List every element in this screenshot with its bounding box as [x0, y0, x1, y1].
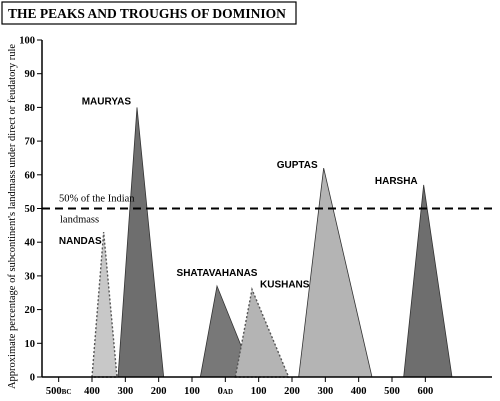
y-tick-label: 50	[25, 204, 36, 215]
peak-label-shatavahanas: SHATAVAHANAS	[177, 268, 258, 279]
peak-label-guptas: GUPTAS	[277, 160, 318, 171]
x-tick-label: 300	[117, 386, 133, 397]
x-tick-label: 200	[151, 386, 167, 397]
peak-guptas	[298, 167, 373, 378]
reference-label-line1: 50% of the Indian	[59, 194, 135, 205]
peak-label-mauryas: MAURYAS	[82, 96, 132, 107]
x-tick-label: 0AD	[218, 386, 233, 397]
y-tick-label: 20	[25, 305, 36, 316]
y-tick-label: 80	[25, 103, 36, 114]
x-ticks: 500BC 400 300 200 100 0AD 100 200 300 400 500 600	[46, 377, 433, 397]
x-tick-label: 200	[284, 386, 300, 397]
x-tick-label: 400	[84, 386, 100, 397]
reference-label-line2: landmass	[60, 215, 99, 226]
peak-nandas	[91, 232, 118, 378]
y-tick-label: 0	[30, 373, 35, 384]
x-tick-label: 100	[251, 386, 267, 397]
y-tick-label: 90	[25, 69, 36, 80]
y-tick-label: 100	[19, 36, 35, 47]
x-tick-label: 500	[384, 386, 400, 397]
peak-mauryas	[117, 107, 165, 378]
x-tick-label: 300	[317, 386, 333, 397]
peak-label-kushans: KUSHANS	[260, 279, 310, 290]
y-axis-label: Approximate percentage of subcontinent's…	[7, 44, 18, 389]
y-tick-label: 30	[25, 271, 36, 282]
x-tick-label: 400	[351, 386, 367, 397]
x-tick-label: 500BC	[46, 386, 71, 397]
y-tick-label: 40	[25, 238, 36, 249]
y-tick-label: 10	[25, 339, 36, 350]
y-tick-label: 70	[25, 137, 36, 148]
title-box	[1, 1, 297, 25]
peak-label-harsha: HARSHA	[375, 176, 418, 187]
peak-kushans	[234, 286, 290, 378]
x-tick-label: 100	[184, 386, 200, 397]
y-tick-label: 60	[25, 170, 36, 181]
y-ticks: 0 10 20 30 40 50 60 70 80 90 100	[19, 36, 42, 384]
chart-title: THE PEAKS AND TROUGHS OF DOMINION	[8, 6, 286, 21]
peak-label-nandas: NANDAS	[59, 236, 102, 247]
peak-harsha	[403, 184, 453, 378]
x-tick-label: 600	[417, 386, 433, 397]
